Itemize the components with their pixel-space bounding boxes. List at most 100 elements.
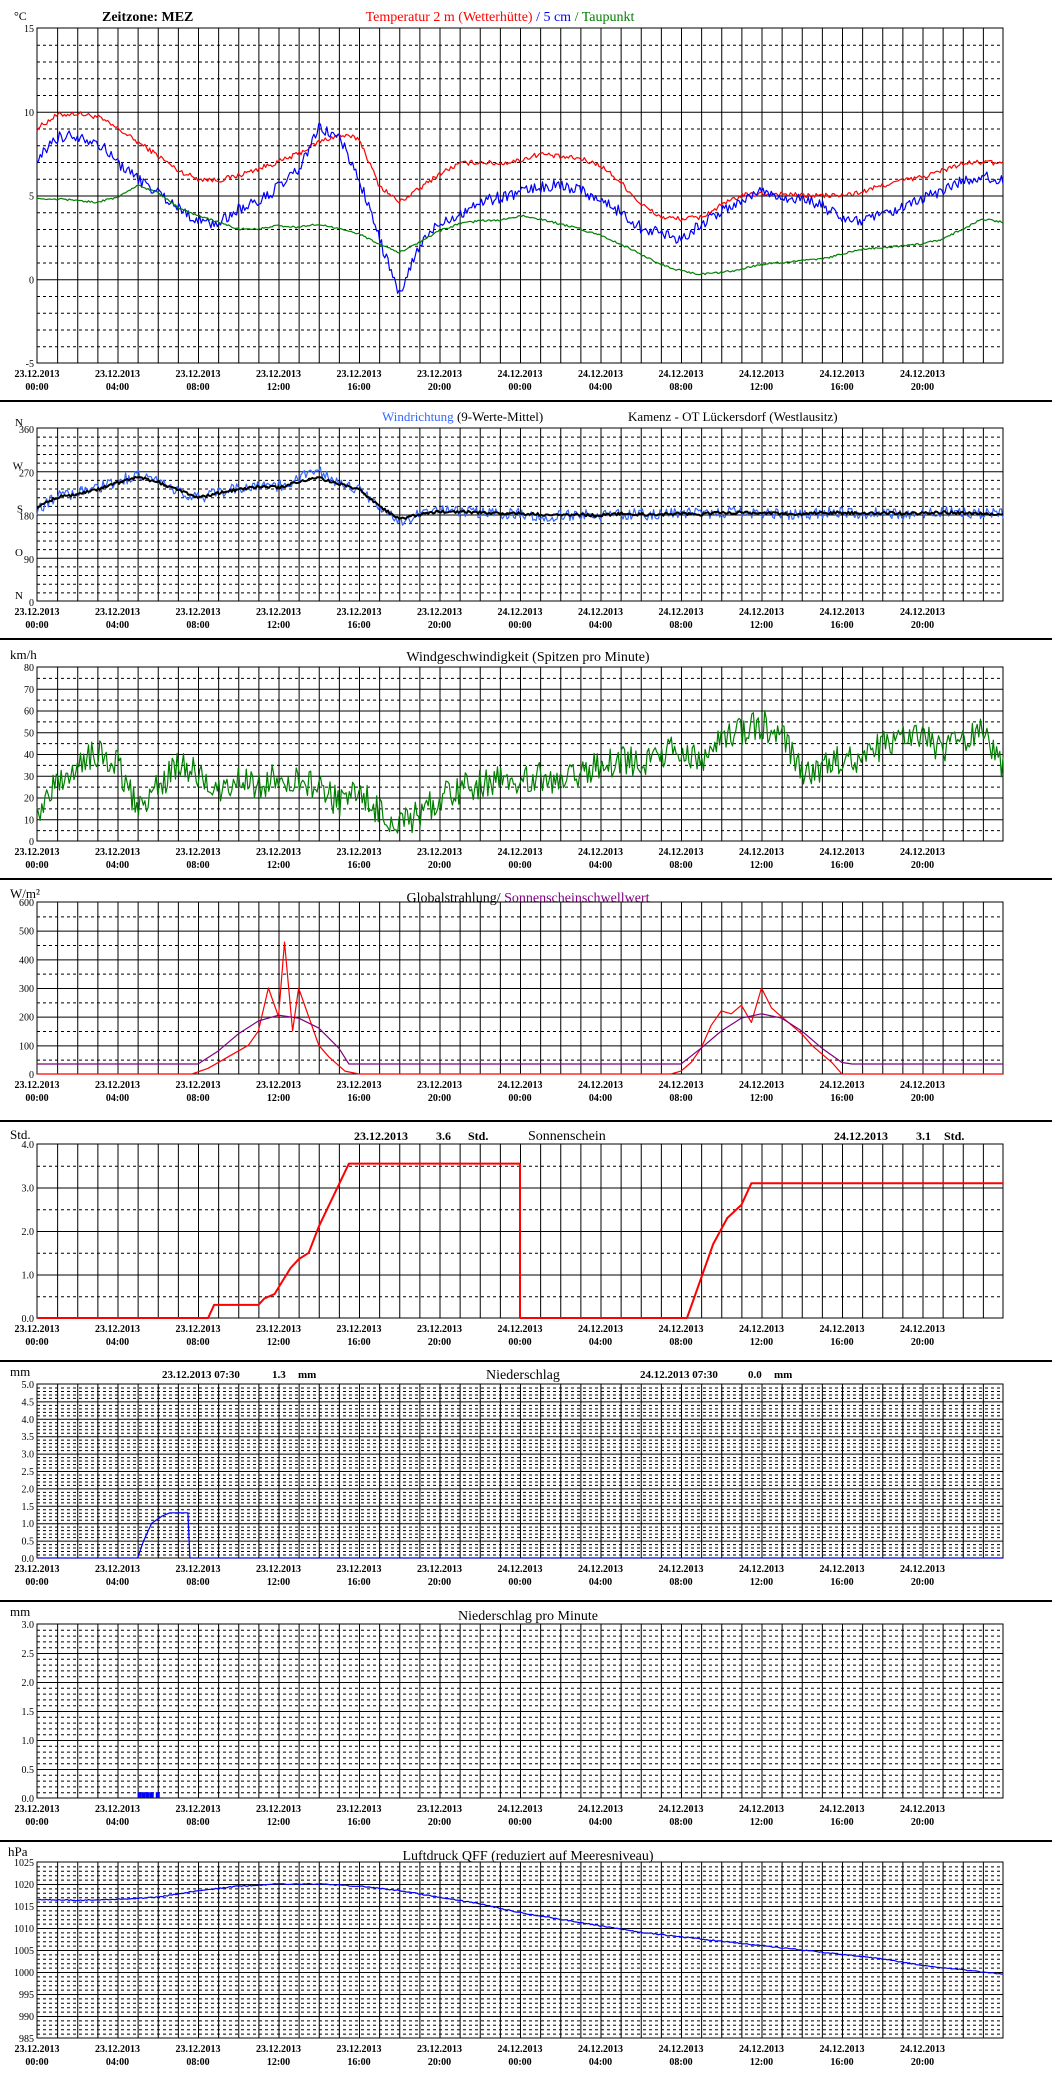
x-tick-time: 20:00 (911, 1817, 934, 1828)
y-tick-label: 0.5 (22, 1765, 35, 1776)
y-tick-label: 2.5 (22, 1649, 35, 1660)
sunshine-chart: Std. 23.12.2013 3.6 Std. Sonnenschein 24… (10, 1127, 1004, 1348)
x-tick-date: 24.12.2013 (820, 1804, 865, 1815)
panel-divider (0, 638, 1052, 640)
x-tick-time: 12:00 (267, 1817, 290, 1828)
y-tick-label: 985 (19, 2034, 34, 2045)
wind-direction-chart: Windrichtung (9-Werte-Mittel) Kamenz - O… (13, 409, 1004, 631)
chart-title: Luftdruck QFF (reduziert auf Meeresnivea… (402, 1849, 653, 1864)
y-tick-label: 40 (24, 750, 34, 761)
x-tick-date: 24.12.2013 (739, 2044, 784, 2055)
x-tick-time: 20:00 (911, 1093, 934, 1104)
x-tick-date: 23.12.2013 (15, 1080, 60, 1091)
series-line (37, 941, 1003, 1075)
x-tick-date: 24.12.2013 (820, 1324, 865, 1335)
series-line (36, 709, 1004, 834)
x-tick-time: 08:00 (669, 1817, 692, 1828)
x-tick-time: 20:00 (911, 382, 934, 393)
precip-bar (141, 1792, 146, 1798)
x-tick-time: 12:00 (750, 860, 773, 871)
x-tick-date: 23.12.2013 (256, 607, 301, 618)
x-tick-date: 24.12.2013 (900, 1324, 945, 1335)
pressure-panel: hPa Luftdruck QFF (reduziert auf Meeresn… (0, 1842, 1052, 2081)
x-tick-time: 12:00 (750, 1337, 773, 1348)
x-tick-time: 00:00 (508, 1093, 531, 1104)
x-tick-time: 04:00 (106, 1337, 129, 1348)
x-tick-date: 23.12.2013 (95, 607, 140, 618)
x-tick-date: 24.12.2013 (659, 1080, 704, 1091)
y-tick-label: 1020 (14, 1880, 34, 1891)
y-tick-label: 4.0 (22, 1415, 35, 1426)
x-tick-time: 16:00 (830, 1577, 853, 1588)
x-tick-time: 16:00 (347, 2057, 370, 2068)
y-tick-label: 300 (19, 984, 34, 995)
title-part: Sonnenscheinschwellwert (504, 891, 650, 906)
series-line (37, 1512, 1003, 1559)
x-tick-time: 16:00 (347, 1817, 370, 1828)
x-tick-time: 08:00 (669, 860, 692, 871)
x-tick-time: 20:00 (428, 1337, 451, 1348)
x-tick-time: 04:00 (106, 860, 129, 871)
x-tick-date: 24.12.2013 (578, 1804, 623, 1815)
y-tick-label: 100 (19, 1041, 34, 1052)
x-tick-date: 24.12.2013 (900, 369, 945, 380)
x-tick-time: 00:00 (508, 2057, 531, 2068)
x-tick-time: 00:00 (508, 1577, 531, 1588)
y-axis-unit: W/m² (10, 886, 40, 901)
x-tick-time: 12:00 (750, 620, 773, 631)
y-axis-unit: °C (14, 9, 27, 23)
x-tick-time: 04:00 (589, 2057, 612, 2068)
x-tick-time: 08:00 (669, 382, 692, 393)
x-tick-date: 24.12.2013 (900, 847, 945, 858)
y-tick-letter: W (13, 460, 24, 472)
y-tick-label: 0.5 (22, 1537, 35, 1548)
x-tick-date: 24.12.2013 (578, 847, 623, 858)
x-tick-date: 23.12.2013 (176, 1804, 221, 1815)
x-tick-date: 23.12.2013 (256, 2044, 301, 2055)
y-tick-label: 3.5 (22, 1432, 35, 1443)
y-tick-label: 500 (19, 927, 34, 938)
x-tick-date: 23.12.2013 (95, 1804, 140, 1815)
x-tick-time: 20:00 (911, 1337, 934, 1348)
x-tick-time: 20:00 (428, 860, 451, 871)
x-tick-date: 24.12.2013 (498, 2044, 543, 2055)
y-axis-unit: Std. (10, 1127, 31, 1142)
x-tick-date: 23.12.2013 (256, 369, 301, 380)
x-tick-time: 12:00 (267, 1093, 290, 1104)
x-tick-date: 24.12.2013 (820, 607, 865, 618)
x-tick-time: 04:00 (589, 620, 612, 631)
y-tick-label: 600 (19, 898, 34, 909)
x-tick-time: 04:00 (106, 620, 129, 631)
x-tick-date: 24.12.2013 (498, 1564, 543, 1575)
y-tick-label: 200 (19, 1013, 34, 1024)
x-tick-date: 24.12.2013 (739, 847, 784, 858)
x-tick-date: 24.12.2013 (659, 1564, 704, 1575)
x-tick-time: 04:00 (589, 1337, 612, 1348)
x-tick-date: 23.12.2013 (337, 2044, 382, 2055)
timezone-label: Zeitzone: MEZ (102, 10, 193, 25)
wind-speed-chart: km/h Windgeschwindigkeit (Spitzen pro Mi… (10, 647, 1004, 871)
x-tick-time: 16:00 (830, 860, 853, 871)
title-part: (9-Werte-Mittel) (454, 409, 544, 424)
x-tick-time: 12:00 (267, 1337, 290, 1348)
x-tick-time: 00:00 (25, 382, 48, 393)
x-tick-date: 24.12.2013 (659, 369, 704, 380)
x-tick-date: 23.12.2013 (95, 1080, 140, 1091)
x-tick-time: 16:00 (347, 1093, 370, 1104)
y-tick-label: 0 (29, 275, 34, 286)
y-tick-label: 50 (24, 728, 34, 739)
x-tick-time: 08:00 (186, 1817, 209, 1828)
y-tick-label: 0 (29, 1070, 34, 1081)
x-tick-date: 24.12.2013 (820, 2044, 865, 2055)
x-tick-time: 12:00 (267, 860, 290, 871)
x-tick-date: 23.12.2013 (417, 1804, 462, 1815)
x-tick-time: 16:00 (830, 620, 853, 631)
x-tick-date: 24.12.2013 (578, 1324, 623, 1335)
series-line (36, 1882, 1004, 1975)
x-tick-time: 00:00 (25, 1093, 48, 1104)
x-tick-date: 24.12.2013 (900, 1080, 945, 1091)
y-tick-label: 0.0 (22, 1314, 35, 1325)
y-tick-label: 80 (24, 663, 34, 674)
y-tick-label: 10 (24, 108, 34, 119)
